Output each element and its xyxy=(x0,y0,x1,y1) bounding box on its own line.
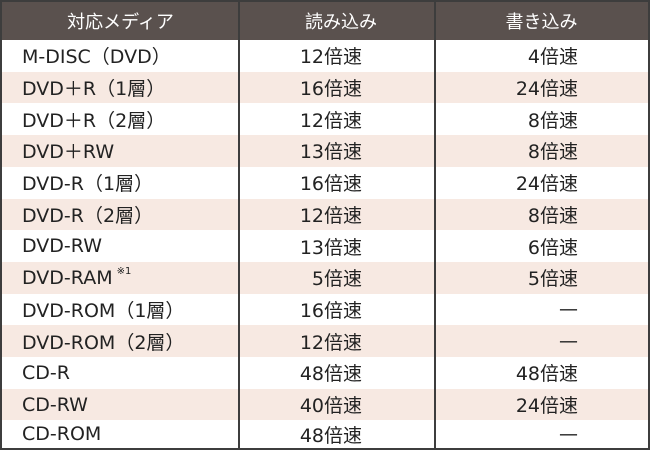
table-row: DVD-RW 13倍速 6倍速 xyxy=(2,230,648,262)
table-row: DVD＋R（1層） 16倍速 24倍速 xyxy=(2,71,648,104)
table-header: 対応メディア 読み込み 書き込み xyxy=(2,2,648,40)
media-cell: M-DISC（DVD） xyxy=(22,46,171,69)
header-read: 読み込み xyxy=(305,12,377,33)
write-speed-cell: 24倍速 xyxy=(515,395,578,418)
footnote-mark: ※1 xyxy=(116,266,132,278)
table-row: DVD＋RW 13倍速 8倍速 xyxy=(2,135,648,167)
media-cell: DVD-R（1層） xyxy=(22,173,154,196)
media-cell: CD-RW xyxy=(22,393,88,416)
table-row: DVD-ROM（2層） 12倍速 — xyxy=(2,325,648,357)
write-speed-cell: 5倍速 xyxy=(527,268,578,291)
read-speed-cell: 12倍速 xyxy=(299,46,362,69)
read-speed-cell: 12倍速 xyxy=(299,204,362,227)
table-row: CD-ROM 48倍速 — xyxy=(2,420,648,448)
table-row: DVD-RAM ※1 5倍速 5倍速 xyxy=(2,261,648,294)
media-cell: DVD＋R（2層） xyxy=(22,109,166,132)
column-divider xyxy=(434,2,436,448)
media-cell: DVD-RW xyxy=(22,235,102,258)
table-row: CD-R 48倍速 48倍速 xyxy=(2,357,648,389)
table-row: DVD-ROM（1層） 16倍速 — xyxy=(2,294,648,326)
media-cell: DVD-ROM（1層） xyxy=(22,299,185,322)
write-speed-cell: 8倍速 xyxy=(527,141,578,164)
header-media: 対応メディア xyxy=(67,12,174,33)
read-speed-cell: 5倍速 xyxy=(311,268,362,291)
write-speed-cell: 48倍速 xyxy=(515,363,578,386)
read-speed-cell: 48倍速 xyxy=(299,363,362,386)
write-speed-cell: 8倍速 xyxy=(527,109,578,132)
table-row: CD-RW 40倍速 24倍速 xyxy=(2,388,648,421)
media-cell: CD-R xyxy=(22,361,70,384)
write-speed-cell: 24倍速 xyxy=(515,78,578,101)
media-cell: DVD-ROM（2層） xyxy=(22,331,185,354)
write-speed-cell: 4倍速 xyxy=(527,46,578,69)
table-row: DVD＋R（2層） 12倍速 8倍速 xyxy=(2,103,648,135)
table-row: DVD-R（1層） 16倍速 24倍速 xyxy=(2,167,648,199)
media-cell: DVD＋R（1層） xyxy=(22,78,166,101)
media-label: DVD-RAM xyxy=(22,266,113,289)
read-speed-cell: 16倍速 xyxy=(299,173,362,196)
read-speed-cell: 13倍速 xyxy=(299,236,362,259)
media-cell: CD-ROM xyxy=(22,423,102,446)
media-cell: DVD＋RW xyxy=(22,141,115,164)
read-speed-cell: 13倍速 xyxy=(299,141,362,164)
write-speed-cell: 24倍速 xyxy=(515,173,578,196)
read-speed-cell: 40倍速 xyxy=(299,395,362,418)
read-speed-cell: 12倍速 xyxy=(299,331,362,354)
write-speed-cell: — xyxy=(559,330,578,353)
write-speed-cell: — xyxy=(559,423,578,446)
table-row: M-DISC（DVD） 12倍速 4倍速 xyxy=(2,40,648,72)
read-speed-cell: 12倍速 xyxy=(299,109,362,132)
column-divider xyxy=(238,2,240,448)
read-speed-cell: 16倍速 xyxy=(299,78,362,101)
media-cell: DVD-RAM ※1 xyxy=(2,262,239,294)
read-speed-cell: 48倍速 xyxy=(299,424,362,447)
write-speed-cell: 8倍速 xyxy=(527,204,578,227)
write-speed-cell: — xyxy=(559,298,578,321)
write-speed-cell: 6倍速 xyxy=(527,236,578,259)
header-write: 書き込み xyxy=(505,12,578,33)
media-cell: DVD-R（2層） xyxy=(22,204,154,227)
read-speed-cell: 16倍速 xyxy=(299,299,362,322)
table-row: DVD-R（2層） 12倍速 8倍速 xyxy=(2,198,648,231)
